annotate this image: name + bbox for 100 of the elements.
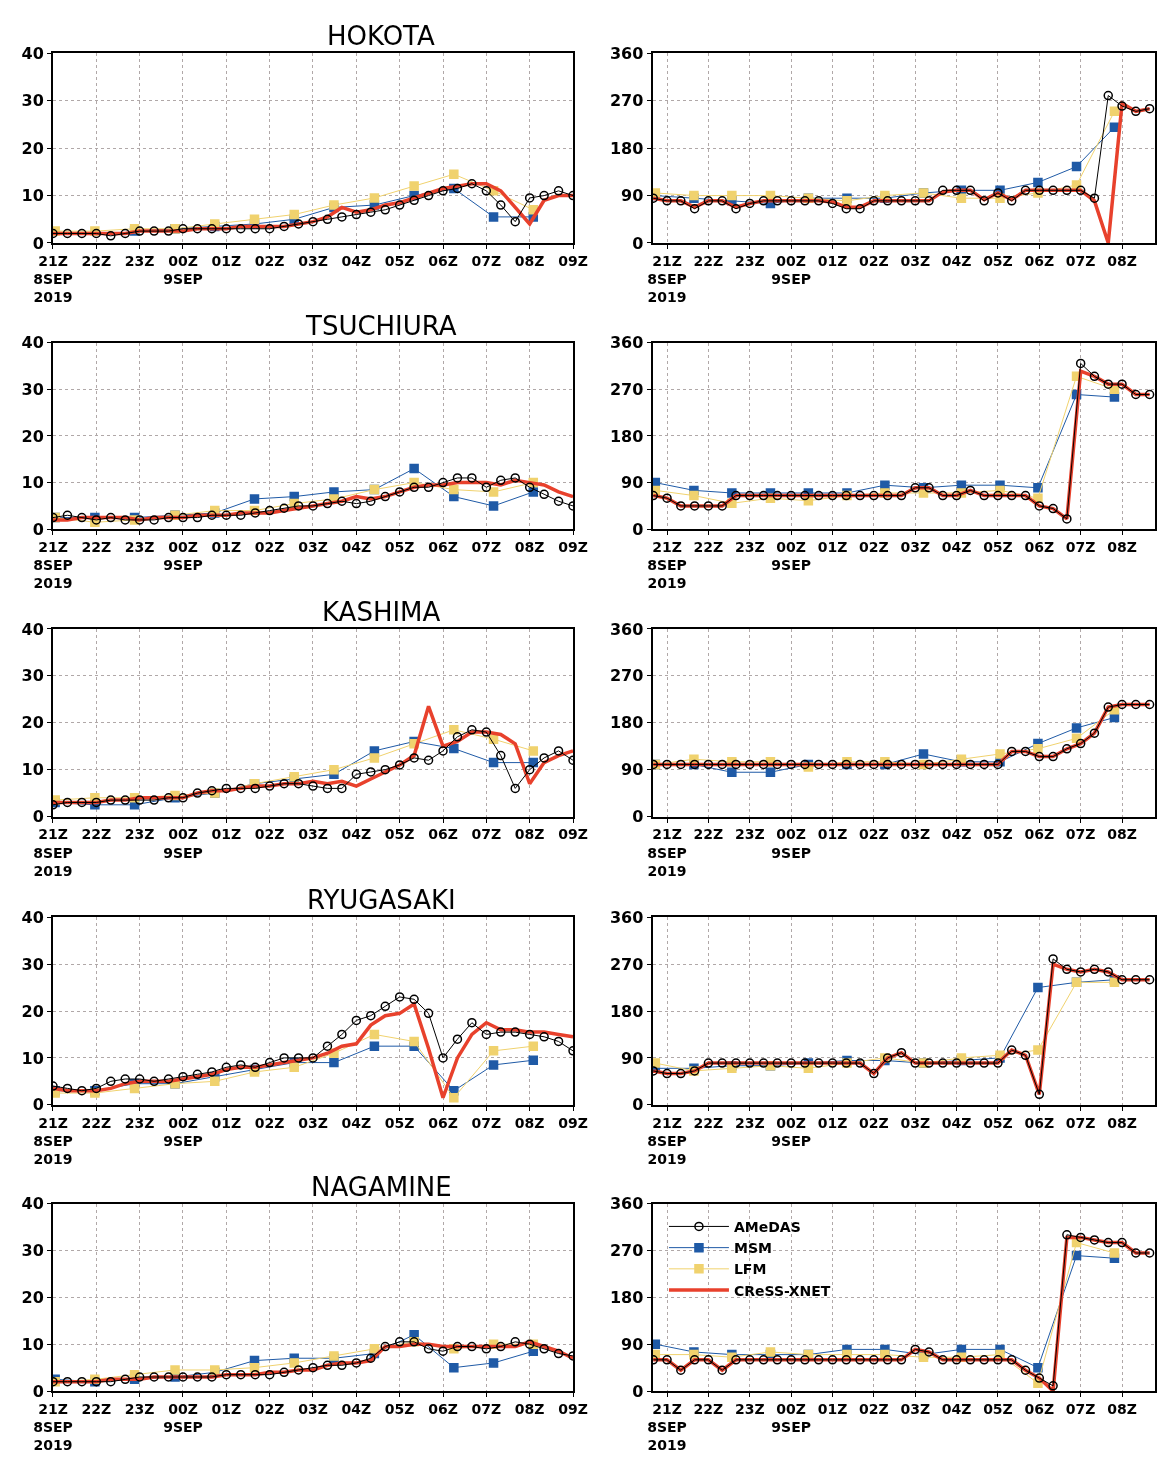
x-tick-label: 07Z <box>1065 539 1096 556</box>
y-tick-label: 180 <box>609 426 644 446</box>
x-tick-label: 08Z <box>1107 826 1137 843</box>
y-tick-label: 30 <box>21 91 44 111</box>
y-tick-label: 270 <box>609 954 644 974</box>
x-tick-label: 03Z <box>900 826 931 843</box>
x-tick-label: 23Z <box>124 539 155 556</box>
x-tick-label: 23Z <box>734 539 765 556</box>
y-tick-label: 360 <box>609 44 644 64</box>
y-tick-label: 0 <box>632 1381 644 1401</box>
x-tick-label: 07Z <box>1065 252 1096 269</box>
x-tick-label: 23Z <box>734 1400 765 1417</box>
y-tick-label: 0 <box>632 233 644 253</box>
x-tick-label: 05Z <box>983 1114 1013 1131</box>
x-tick-label: 06Z <box>428 539 458 556</box>
x-tick-label: 23Z <box>124 1114 155 1131</box>
y-tick-label: 360 <box>609 619 644 639</box>
x-tick-label: 08Z <box>1107 1400 1137 1417</box>
chart-title: NAGAMINE <box>311 1172 452 1202</box>
x-tick-label: 05Z <box>384 539 415 556</box>
x-tick-label: 06Z <box>428 1114 458 1131</box>
y-tick-label: 40 <box>21 1194 44 1214</box>
x-tick-label: 00Z 9SEP <box>163 1400 203 1436</box>
y-tick-label: 10 <box>21 1048 44 1068</box>
x-tick-label: 03Z <box>298 826 328 843</box>
x-tick-label: 07Z <box>471 252 502 269</box>
x-tick-label: 03Z <box>298 252 328 269</box>
chart-title: KASHIMA <box>322 597 441 627</box>
x-tick-label: 21Z 8SEP 2019 <box>33 1114 73 1167</box>
x-tick-label: 04Z <box>941 252 972 269</box>
y-tick-label: 0 <box>632 519 644 539</box>
y-tick-label: 0 <box>32 1095 44 1115</box>
y-tick-label: 0 <box>32 519 44 539</box>
x-tick-label: 23Z <box>124 1400 155 1417</box>
y-tick-label: 360 <box>609 333 644 353</box>
y-tick-label: 270 <box>609 666 644 686</box>
x-tick-label: 04Z <box>341 1400 372 1417</box>
x-tick-label: 07Z <box>1065 1400 1096 1417</box>
x-tick-label: 03Z <box>900 1114 931 1131</box>
x-tick-label: 21Z 8SEP 2019 <box>33 1400 73 1454</box>
x-tick-label: 02Z <box>859 539 889 556</box>
x-tick-label: 02Z <box>254 826 285 843</box>
x-tick-label: 21Z 8SEP 2019 <box>647 1400 687 1454</box>
x-tick-label: 04Z <box>341 1114 372 1131</box>
x-tick-label: 07Z <box>471 539 502 556</box>
y-tick-label: 0 <box>632 1095 644 1115</box>
x-tick-label: 02Z <box>859 1114 889 1131</box>
y-tick-label: 0 <box>32 233 44 253</box>
y-tick-label: 20 <box>21 1287 44 1307</box>
x-tick-label: 04Z <box>341 826 372 843</box>
x-tick-label: 09Z <box>558 252 588 269</box>
y-tick-label: 270 <box>609 91 644 111</box>
x-tick-label: 03Z <box>900 539 931 556</box>
x-tick-label: 21Z 8SEP 2019 <box>33 539 73 592</box>
x-tick-label: 02Z <box>254 539 285 556</box>
legend-label: MSM <box>733 1240 772 1257</box>
chart-title: HOKOTA <box>327 21 435 51</box>
x-tick-label: 21Z 8SEP 2019 <box>647 1114 687 1167</box>
y-tick-label: 20 <box>21 1001 44 1021</box>
x-tick-label: 08Z <box>1107 1114 1137 1131</box>
y-tick-label: 10 <box>21 473 44 493</box>
x-tick-label: 04Z <box>341 252 372 269</box>
x-tick-label: 04Z <box>341 539 372 556</box>
x-tick-label: 22Z <box>81 252 112 269</box>
y-tick-label: 10 <box>21 186 44 206</box>
x-tick-label: 22Z <box>81 1400 112 1417</box>
x-tick-label: 01Z <box>817 1400 848 1417</box>
x-tick-label: 05Z <box>384 826 415 843</box>
x-tick-label: 08Z <box>1107 252 1137 269</box>
x-tick-label: 22Z <box>81 826 112 843</box>
x-tick-label: 00Z 9SEP <box>163 826 203 861</box>
x-tick-label: 06Z <box>1024 539 1055 556</box>
x-tick-label: 06Z <box>1024 826 1055 843</box>
x-tick-label: 05Z <box>384 1114 415 1131</box>
x-tick-label: 23Z <box>734 1114 765 1131</box>
y-tick-label: 0 <box>632 807 644 827</box>
x-tick-label: 03Z <box>298 1114 328 1131</box>
legend-label: AMeDAS <box>733 1218 801 1235</box>
x-tick-label: 07Z <box>1065 1114 1096 1131</box>
y-tick-label: 90 <box>621 1334 644 1354</box>
x-tick-label: 01Z <box>817 1114 848 1131</box>
x-tick-label: 01Z <box>211 1114 242 1131</box>
x-tick-label: 05Z <box>983 1400 1013 1417</box>
x-tick-label: 21Z 8SEP 2019 <box>647 252 687 306</box>
x-tick-label: 00Z 9SEP <box>163 1114 203 1149</box>
y-tick-label: 10 <box>21 1334 44 1354</box>
chart-title: TSUCHIURA <box>305 311 457 341</box>
y-tick-label: 90 <box>621 473 644 493</box>
y-tick-label: 20 <box>21 138 44 158</box>
x-tick-label: 04Z <box>941 1400 972 1417</box>
x-tick-label: 05Z <box>983 252 1013 269</box>
x-tick-label: 01Z <box>817 826 848 843</box>
y-tick-label: 90 <box>621 186 644 206</box>
x-tick-label: 01Z <box>211 539 242 556</box>
x-tick-label: 00Z 9SEP <box>771 826 811 861</box>
x-tick-label: 03Z <box>298 1400 328 1417</box>
x-tick-label: 23Z <box>734 826 765 843</box>
x-tick-label: 05Z <box>983 826 1013 843</box>
y-tick-label: 40 <box>21 44 44 64</box>
x-tick-label: 01Z <box>211 1400 242 1417</box>
